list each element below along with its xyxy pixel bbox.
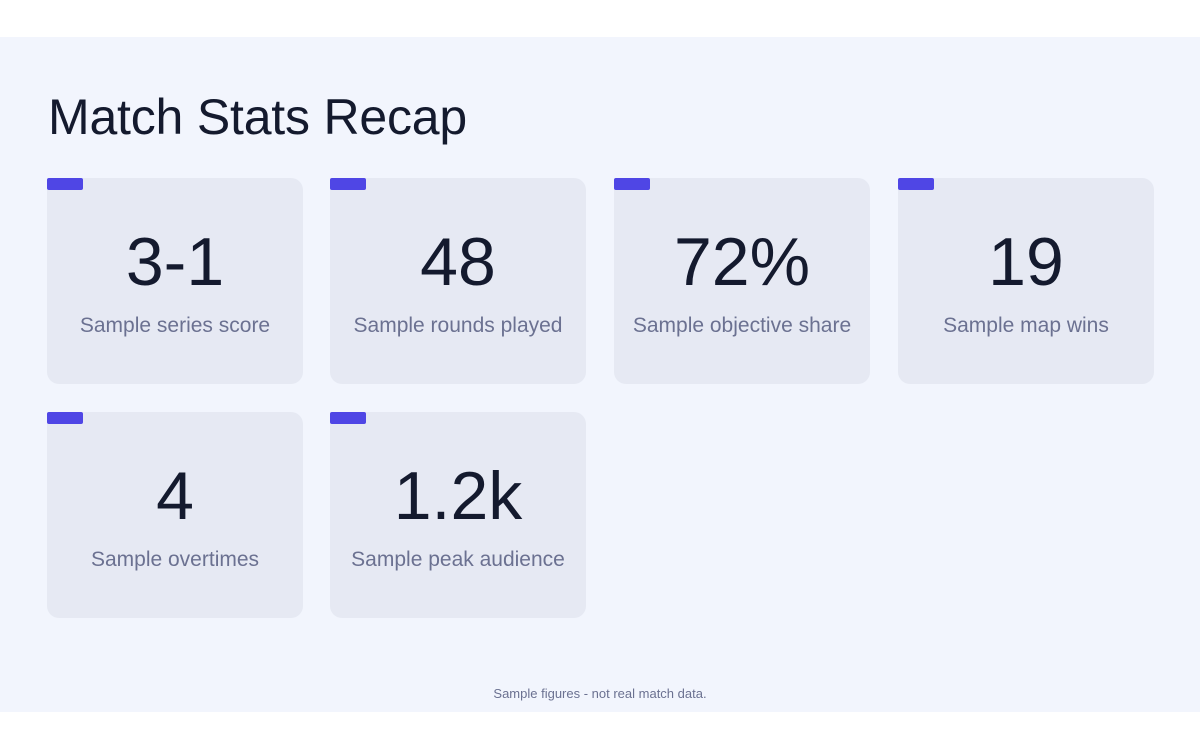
slide: Match Stats Recap 3-1 Sample series scor… [0, 37, 1200, 712]
card-accent-bar [47, 178, 83, 190]
stat-value: 4 [156, 458, 194, 534]
stat-value: 19 [988, 224, 1064, 300]
card-accent-bar [330, 178, 366, 190]
footnote: Sample figures - not real match data. [493, 686, 707, 701]
card-accent-bar [330, 412, 366, 424]
stat-value: 3-1 [125, 224, 225, 300]
stat-label: Sample series score [79, 314, 271, 337]
stat-card-peak-audience: 1.2k Sample peak audience [330, 412, 586, 618]
stat-card-rounds-played: 48 Sample rounds played [330, 178, 586, 384]
stat-label: Sample peak audience [351, 548, 565, 571]
stat-card-overtimes: 4 Sample overtimes [47, 412, 303, 618]
stat-card-objective-share: 72% Sample objective share [614, 178, 870, 384]
stat-label: Sample objective share [632, 314, 852, 337]
stat-label: Sample overtimes [90, 548, 260, 571]
stat-value: 72% [673, 224, 811, 300]
card-accent-bar [614, 178, 650, 190]
page-title: Match Stats Recap [48, 89, 468, 145]
stat-label: Sample map wins [943, 314, 1109, 337]
stat-value: 48 [420, 224, 496, 300]
stat-value: 1.2k [393, 458, 523, 534]
card-accent-bar [47, 412, 83, 424]
stat-card-series-score: 3-1 Sample series score [47, 178, 303, 384]
stat-label: Sample rounds played [353, 314, 563, 337]
stat-card-map-wins: 19 Sample map wins [898, 178, 1154, 384]
card-accent-bar [898, 178, 934, 190]
